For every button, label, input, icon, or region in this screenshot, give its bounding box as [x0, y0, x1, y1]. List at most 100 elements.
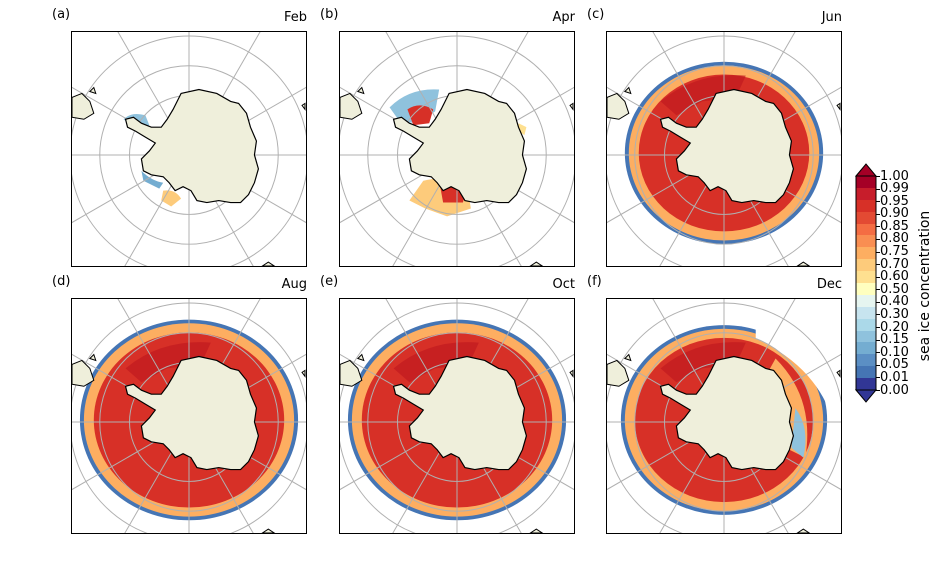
south-america-tip [340, 92, 363, 120]
colorbar-tick-mark [876, 339, 880, 341]
antarctica-landmass [392, 88, 528, 204]
polar-map [607, 32, 841, 266]
meridian-line [652, 299, 710, 397]
colorbar-max-arrow [854, 163, 878, 177]
panel-month: Aug [281, 277, 307, 292]
island [88, 86, 97, 95]
panel-month: Apr [552, 10, 576, 25]
map-panel-oct [339, 298, 575, 534]
colorbar-tick-mark [876, 352, 880, 354]
panel-month: Jun [821, 10, 842, 25]
colorbar-label: sea ice concentration [917, 210, 933, 362]
colorbar-segment [856, 378, 876, 391]
antarctica-landmass [659, 355, 795, 471]
colorbar-tick-label: 0.05 [880, 357, 909, 373]
colorbar-tick-label: 0.60 [880, 269, 909, 285]
colorbar-tick-mark [876, 201, 880, 203]
meridian-line [124, 447, 175, 533]
colorbar-tick-label: 0.15 [880, 332, 909, 348]
colorbar-tick-label: 0.00 [880, 382, 909, 398]
colorbar-segment [856, 318, 876, 332]
colorbar-tick-label: 0.70 [880, 256, 909, 272]
meridian-line [385, 299, 443, 397]
map-panel-feb [71, 31, 307, 267]
sea-ice-layer [389, 89, 527, 217]
antarctica-landmass [392, 355, 528, 471]
meridian-line [607, 169, 699, 224]
south-america-tip [340, 359, 363, 387]
colorbar-tick-mark [876, 264, 880, 266]
map-panel-aug [71, 298, 307, 534]
colorbar-tick-label: 0.99 [880, 181, 909, 197]
polar-map [340, 299, 574, 533]
panel-label: (a) [52, 7, 71, 22]
south-america-tip [72, 359, 95, 387]
antarctica-landmass [124, 355, 260, 471]
colorbar-tick-mark [876, 364, 880, 366]
sea-ice-patch [407, 105, 434, 126]
colorbar-extend-arrows [854, 163, 878, 403]
new-zealand-tip [261, 528, 276, 533]
island [88, 353, 97, 362]
meridian-line [392, 180, 443, 266]
panel-label: (b) [320, 7, 339, 22]
colorbar-segment [856, 283, 876, 296]
island [836, 369, 841, 378]
new-zealand-tip [796, 528, 811, 533]
meridian-line [659, 180, 710, 266]
map-panel-apr [339, 31, 575, 267]
meridian-line [340, 169, 432, 224]
polar-map [607, 299, 841, 533]
colorbar-tick-label: 0.85 [880, 218, 909, 234]
meridian-line [385, 32, 443, 130]
meridian-line [117, 299, 175, 397]
panel-month: Oct [552, 277, 575, 292]
map-panel-jun [606, 31, 842, 267]
antarctica-landmass [659, 88, 795, 204]
island [301, 102, 306, 111]
island [569, 369, 574, 378]
meridian-line [392, 447, 443, 533]
colorbar-segment [856, 199, 876, 213]
colorbar-tick-mark [876, 213, 880, 215]
colorbar-tick-mark [876, 188, 880, 190]
colorbar-tick-label: 0.80 [880, 231, 909, 247]
panel-label: (f) [587, 274, 602, 289]
colorbar-segment [856, 247, 876, 260]
colorbar-tick-mark [876, 314, 880, 316]
colorbar-segment [856, 354, 876, 367]
colorbar-tick-label: 0.50 [880, 281, 909, 297]
colorbar-segment [856, 259, 876, 272]
colorbar-tick-mark [876, 238, 880, 240]
colorbar-tick-mark [876, 327, 880, 329]
meridian-line [340, 436, 432, 491]
colorbar-tick-mark [876, 390, 880, 391]
south-america-tip [607, 92, 630, 120]
colorbar-tick-label: 0.10 [880, 344, 909, 360]
island [356, 86, 365, 95]
colorbar-segment [856, 223, 876, 236]
colorbar-tick-label: 0.40 [880, 294, 909, 310]
colorbar-tick-label: 0.20 [880, 319, 909, 335]
colorbar-segment [856, 342, 876, 355]
colorbar-segment [856, 271, 876, 284]
sea-ice-fringe [791, 408, 806, 458]
open-water [755, 299, 841, 428]
island [301, 369, 306, 378]
colorbar-tick-label: 0.90 [880, 206, 909, 222]
colorbar-tick-mark [876, 176, 880, 177]
polar-map [340, 32, 574, 266]
map-panel-dec [606, 298, 842, 534]
colorbar-tick-mark [876, 226, 880, 228]
colorbar-tick-mark [876, 377, 880, 379]
colorbar-segment [856, 187, 876, 201]
new-zealand-tip [529, 528, 544, 533]
colorbar-tick-mark [876, 251, 880, 253]
colorbar-segment [856, 211, 876, 225]
colorbar-frame [855, 175, 877, 391]
panel-label: (c) [587, 7, 605, 22]
meridian-line [203, 180, 254, 266]
colorbar-min-arrow [854, 389, 878, 403]
colorbar-segment [856, 294, 876, 308]
polar-map [72, 32, 306, 266]
